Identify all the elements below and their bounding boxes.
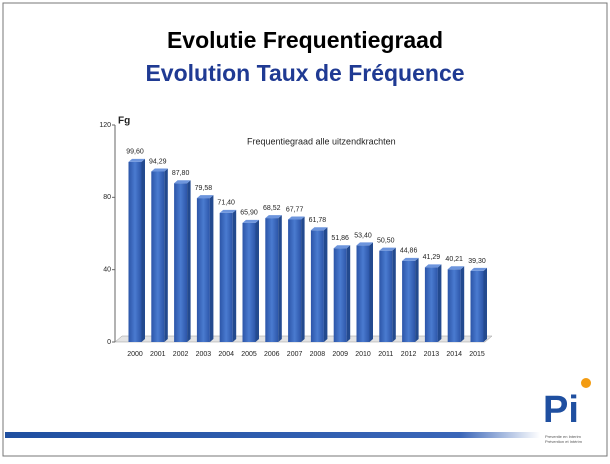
value-label: 50,50 (377, 238, 395, 245)
bar (447, 269, 461, 342)
x-tick-label: 2015 (469, 351, 485, 358)
bar-side (209, 195, 214, 342)
x-tick-label: 2012 (401, 351, 417, 358)
bar-side (301, 216, 305, 342)
x-tick-label: 2006 (264, 351, 280, 358)
bar-side (255, 219, 259, 342)
value-label: 87,80 (172, 170, 190, 177)
x-tick-label: 2002 (173, 351, 189, 358)
value-label: 65,90 (240, 210, 258, 217)
bar-side (232, 209, 237, 342)
value-label: 40,21 (445, 256, 463, 263)
bar-top (424, 264, 442, 268)
bar-side (392, 247, 396, 342)
value-label: 99,60 (126, 149, 144, 156)
bar (402, 260, 416, 342)
value-label: 79,58 (195, 185, 213, 192)
value-label: 44,86 (400, 248, 418, 255)
value-label: 39,30 (468, 258, 486, 265)
y-tick-label: 40 (103, 267, 111, 274)
bar-top (447, 266, 465, 270)
x-tick-label: 2013 (424, 351, 440, 358)
bar-side (460, 266, 465, 342)
bar-top (379, 247, 396, 251)
bar-top (174, 180, 191, 184)
bar-top (288, 216, 305, 220)
bar-side (369, 242, 373, 342)
bar-side (164, 168, 168, 342)
x-tick-label: 2003 (196, 351, 212, 358)
slide-frame (2, 2, 608, 457)
bar (356, 245, 370, 342)
bar (288, 219, 302, 342)
bar-side (187, 180, 191, 342)
x-tick-label: 2009 (332, 351, 348, 358)
bar-top (402, 257, 419, 261)
bar-top (333, 245, 351, 249)
bar (333, 248, 347, 342)
value-label: 68,52 (263, 205, 281, 212)
value-label: 53,40 (354, 232, 372, 239)
logo-text: Prévention et Intérim (545, 439, 583, 444)
bar-top (242, 219, 259, 223)
x-tick-label: 2011 (378, 351, 393, 358)
x-tick-label: 2001 (150, 351, 166, 358)
x-tick-label: 2000 (127, 351, 143, 358)
value-label: 94,29 (149, 158, 167, 165)
bar-top (310, 227, 328, 231)
value-label: 67,77 (286, 206, 304, 213)
bar-side (278, 215, 282, 342)
bar-top (219, 209, 237, 213)
y-axis-label: Fg (118, 116, 130, 127)
footer-band (5, 432, 540, 438)
x-tick-label: 2004 (218, 351, 234, 358)
value-label: 61,78 (309, 217, 327, 224)
bar-side (437, 264, 442, 342)
bar (424, 267, 438, 342)
bar-side (141, 158, 145, 342)
bar (265, 218, 279, 342)
bar (128, 161, 142, 342)
bar (470, 270, 484, 342)
y-tick-label: 0 (107, 339, 111, 346)
x-tick-label: 2008 (310, 351, 326, 358)
bar-side (323, 227, 328, 342)
bar (174, 183, 188, 342)
value-label: 41,29 (423, 254, 441, 261)
y-tick-label: 120 (99, 122, 111, 129)
value-label: 51,86 (331, 235, 349, 242)
logo: Pi Preventie en Interim Prévention et In… (543, 378, 591, 444)
slide-title: Evolutie Frequentiegraad (167, 27, 443, 53)
logo-dot (581, 378, 591, 388)
bar-top (196, 195, 214, 199)
bar (242, 222, 256, 342)
bar-side (415, 257, 419, 342)
value-label: 71,40 (217, 200, 235, 207)
bar-top (151, 168, 168, 172)
bar-side (483, 267, 487, 342)
bar-top (128, 158, 145, 162)
x-tick-label: 2007 (287, 351, 303, 358)
bar (151, 171, 165, 342)
chart-title: Frequentiegraad alle uitzendkrachten (247, 136, 396, 146)
logo-mark: Pi (543, 389, 579, 431)
x-tick-label: 2010 (355, 351, 371, 358)
bar-top (265, 215, 282, 219)
y-tick-label: 80 (103, 194, 111, 201)
slide-subtitle: Evolution Taux de Fréquence (145, 60, 464, 86)
x-tick-label: 2005 (241, 351, 257, 358)
bar (310, 230, 324, 342)
bar-top (356, 242, 373, 246)
bar (196, 198, 210, 342)
logo-text: Preventie en Interim (545, 434, 581, 439)
bar-top (470, 267, 487, 271)
bar (219, 212, 233, 342)
bar-side (346, 245, 351, 342)
bar (379, 250, 393, 342)
x-tick-label: 2014 (446, 351, 462, 358)
